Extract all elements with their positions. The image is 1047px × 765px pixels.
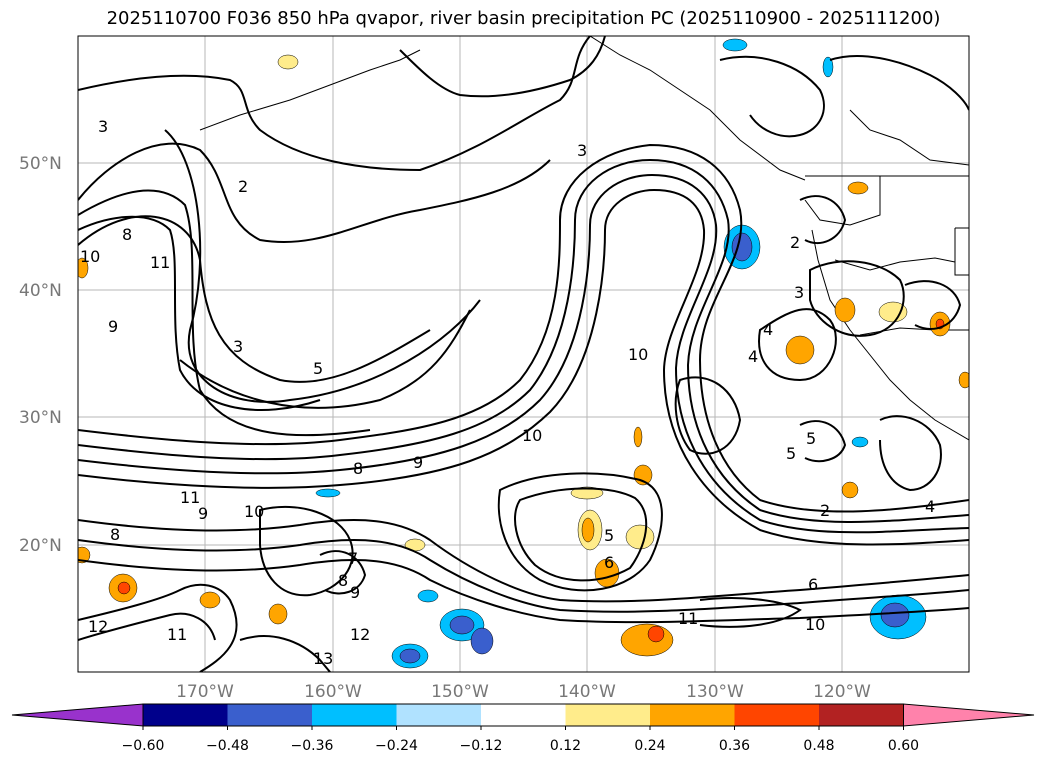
qvapor-contours	[78, 36, 969, 672]
colorbar-tick-label: 0.12	[550, 738, 581, 754]
colorbar-tick-label: −0.12	[460, 738, 503, 754]
plot-border	[77, 35, 970, 673]
colorbar-tick-label: 0.36	[719, 738, 750, 754]
contour-label: 10	[244, 502, 264, 521]
contour-label: 8	[353, 459, 363, 478]
contour-label: 2	[238, 177, 248, 196]
colorbar-extend-high	[903, 703, 1035, 727]
contour-label: 9	[350, 583, 360, 602]
lon-label-150w: 150°W	[431, 682, 489, 702]
gridlines	[78, 36, 969, 672]
colorbar-tick-label: 0.48	[803, 738, 834, 754]
contour-label: 5	[313, 359, 323, 378]
lon-label-130w: 130°W	[686, 682, 744, 702]
contour-label: 11	[180, 488, 200, 507]
latitude-labels: 50°N 40°N 30°N 20°N	[19, 154, 62, 556]
lon-label-140w: 140°W	[558, 682, 616, 702]
contour-label: 13	[313, 649, 333, 668]
contour-label: 9	[413, 453, 423, 472]
lon-label-120w: 120°W	[813, 682, 871, 702]
colorbar-segment	[819, 704, 904, 726]
colorbar-segment	[650, 704, 735, 726]
colorbar-tick-label: −0.60	[122, 738, 165, 754]
colorbar-segment	[396, 704, 481, 726]
colorbar-segment	[143, 704, 228, 726]
contour-label: 7	[348, 549, 358, 568]
map-title: 2025110700 F036 850 hPa qvapor, river ba…	[106, 8, 941, 29]
contour-label: 12	[350, 625, 370, 644]
colorbar-segment	[481, 704, 566, 726]
contour-label: 9	[108, 317, 118, 336]
contour-label: 5	[806, 429, 816, 448]
longitude-labels: 170°W 160°W 150°W 140°W 130°W 120°W	[176, 682, 871, 702]
contour-label: 6	[808, 575, 818, 594]
lat-label-40n: 40°N	[19, 281, 62, 301]
colorbar-tick-label: 0.60	[888, 738, 919, 754]
contour-label: 10	[805, 615, 825, 634]
colorbar-segment	[312, 704, 397, 726]
colorbar-extend-low	[11, 703, 144, 727]
contour-label: 6	[604, 553, 614, 572]
colorbar-tick-label: −0.48	[206, 738, 249, 754]
contour-label: 5	[786, 444, 796, 463]
colorbar-segment	[565, 704, 650, 726]
contour-label: 3	[233, 337, 243, 356]
contour-label: 4	[925, 497, 935, 516]
colorbar-tick-label: 0.24	[634, 738, 665, 754]
coastlines	[199, 36, 969, 441]
lon-label-170w: 170°W	[176, 682, 234, 702]
contour-label: 3	[98, 117, 108, 136]
contour-label: 11	[150, 253, 170, 272]
lat-label-20n: 20°N	[19, 536, 62, 556]
lon-label-160w: 160°W	[304, 682, 362, 702]
lat-label-30n: 30°N	[19, 408, 62, 428]
contour-label: 4	[748, 347, 758, 366]
contour-label: 4	[763, 320, 773, 339]
contour-label: 12	[88, 617, 108, 636]
colorbar-segment	[227, 704, 312, 726]
colorbar-tick-label: −0.36	[291, 738, 334, 754]
contour-label: 2	[820, 501, 830, 520]
contour-label: 8	[110, 525, 120, 544]
contour-label: 10	[628, 345, 648, 364]
contour-label: 10	[522, 426, 542, 445]
lat-label-50n: 50°N	[19, 154, 62, 174]
contour-label: 10	[80, 247, 100, 266]
contour-label: 11	[678, 609, 698, 628]
contour-label: 2	[790, 233, 800, 252]
contour-label: 5	[604, 526, 614, 545]
contour-label: 11	[167, 625, 187, 644]
plot-area	[78, 36, 969, 672]
contour-label: 8	[122, 225, 132, 244]
contour-label: 3	[577, 141, 587, 160]
contour-label: 8	[338, 571, 348, 590]
contour-label: 3	[794, 283, 804, 302]
contour-label: 9	[198, 504, 208, 523]
colorbar-segment	[734, 704, 819, 726]
colorbar-outline	[142, 703, 904, 727]
colorbar: −0.60 −0.48 −0.36 −0.24 −0.12 0.12 0.24 0.36 0.4…	[11, 703, 1035, 754]
colorbar-tick-label: −0.24	[375, 738, 418, 754]
contour-labels: 3 2 8 10 11 9 3 5 3 10 4 4 5 10 8 9 11 9…	[80, 117, 935, 668]
